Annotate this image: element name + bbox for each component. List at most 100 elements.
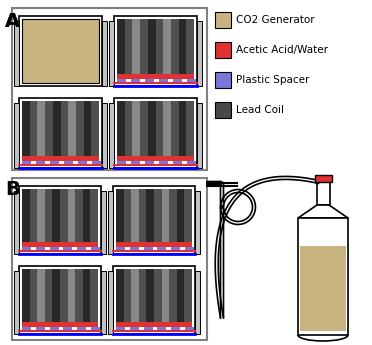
Bar [22, 19, 99, 83]
Bar [19, 266, 101, 334]
Bar [36, 161, 45, 166]
Bar [116, 269, 124, 322]
Bar [317, 182, 330, 205]
Bar [102, 103, 107, 168]
Text: A: A [5, 12, 20, 31]
Bar [140, 19, 148, 74]
Bar [113, 266, 195, 334]
Bar [186, 101, 194, 156]
Text: Lead Coil: Lead Coil [236, 105, 284, 115]
Bar [117, 74, 194, 79]
Bar [155, 19, 163, 74]
Bar [171, 19, 179, 74]
Bar [68, 269, 75, 322]
Bar [144, 247, 153, 252]
Bar [19, 186, 101, 254]
Bar [64, 161, 73, 166]
Bar [109, 103, 114, 168]
Bar [68, 101, 76, 156]
Bar [185, 269, 192, 322]
Bar [125, 101, 132, 156]
Bar [155, 101, 163, 156]
Bar [130, 327, 139, 332]
Bar [197, 103, 202, 168]
Bar [37, 189, 45, 242]
Bar [131, 161, 140, 166]
Bar [131, 269, 139, 322]
Bar [22, 101, 30, 156]
Bar [187, 161, 196, 166]
Bar [145, 79, 154, 84]
Bar [12, 178, 207, 340]
Bar [116, 327, 125, 332]
Bar [64, 247, 73, 252]
Bar [83, 269, 90, 322]
Bar [163, 19, 171, 74]
Bar [185, 247, 194, 252]
Text: B: B [5, 180, 20, 199]
Bar [49, 327, 59, 332]
Bar [117, 156, 194, 161]
Bar [114, 16, 197, 86]
Bar [68, 189, 75, 242]
Bar [116, 247, 125, 252]
Bar [124, 269, 131, 322]
Bar [132, 19, 140, 74]
Text: CO2 Generator: CO2 Generator [236, 15, 315, 25]
Bar [77, 247, 86, 252]
Bar [298, 218, 348, 335]
Bar [144, 327, 153, 332]
Bar [179, 19, 186, 74]
Bar [90, 189, 98, 242]
Bar [140, 101, 148, 156]
Bar [22, 161, 31, 166]
Bar [187, 79, 196, 84]
Bar [30, 101, 38, 156]
Bar [36, 327, 45, 332]
Bar [117, 101, 125, 156]
Bar [22, 242, 98, 247]
Bar [36, 247, 45, 252]
Bar [22, 247, 31, 252]
Bar [75, 189, 83, 242]
Bar [45, 101, 53, 156]
Bar [60, 189, 68, 242]
Bar [60, 269, 68, 322]
Bar [163, 101, 171, 156]
Bar [108, 271, 113, 334]
Bar [91, 247, 100, 252]
Bar [147, 269, 154, 322]
Bar [78, 161, 87, 166]
Bar [124, 189, 131, 242]
Bar [14, 21, 19, 86]
Bar [114, 98, 197, 168]
Bar [148, 19, 155, 74]
Bar [185, 327, 194, 332]
Bar [76, 101, 84, 156]
Bar [169, 269, 177, 322]
Bar [30, 189, 37, 242]
Bar [300, 246, 346, 331]
Bar [161, 189, 169, 242]
Bar [173, 79, 182, 84]
Bar [22, 327, 31, 332]
Bar [101, 191, 106, 254]
Bar [131, 79, 140, 84]
Bar [50, 161, 59, 166]
Bar [117, 19, 125, 74]
Bar [52, 269, 60, 322]
Bar [22, 189, 30, 242]
Bar [49, 247, 59, 252]
Polygon shape [298, 205, 348, 218]
Bar [159, 161, 168, 166]
Bar [19, 16, 102, 86]
Bar [19, 98, 102, 168]
Bar [92, 161, 101, 166]
Bar [195, 271, 200, 334]
Bar [179, 101, 186, 156]
Bar [75, 269, 83, 322]
Bar [171, 327, 180, 332]
Bar [22, 156, 99, 161]
Bar [157, 247, 166, 252]
Bar [215, 102, 231, 118]
